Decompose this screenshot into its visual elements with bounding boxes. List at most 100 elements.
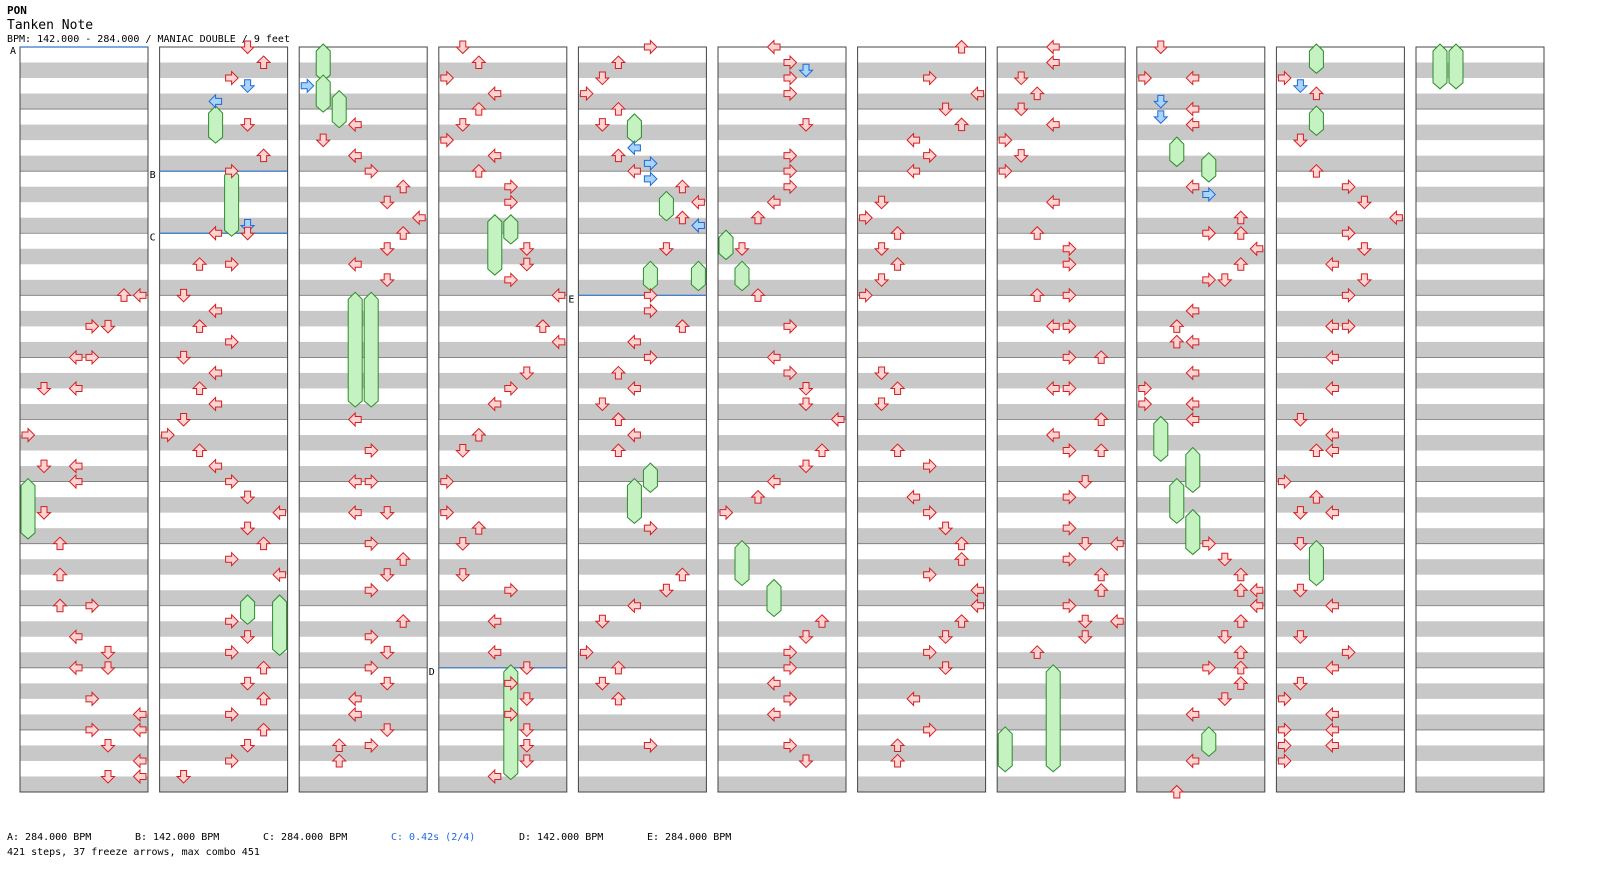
step-arrow-left-icon: [579, 85, 594, 102]
step-arrow-right-icon: [906, 691, 921, 707]
beat-stripe: [438, 497, 567, 513]
step-arrow-down-icon: [1217, 630, 1233, 644]
beat-stripe: [578, 497, 707, 513]
step-arrow-right-icon: [347, 691, 362, 707]
freeze-arrow: [1201, 151, 1217, 183]
step-arrow-right-icon: [830, 411, 845, 428]
step-arrow-right-icon: [347, 473, 362, 490]
beat-stripe: [857, 93, 986, 110]
step-arrow-left-icon: [85, 722, 100, 738]
step-arrow-up-icon: [255, 722, 272, 737]
beat-stripe: [718, 124, 846, 141]
step-arrow-up-icon: [889, 738, 906, 752]
freeze-arrow: [347, 291, 363, 408]
beat-stripe: [299, 466, 428, 482]
step-arrow-right-icon: [1185, 411, 1200, 428]
step-arrow-up-icon: [1233, 226, 1249, 240]
beat-stripe: [1416, 62, 1544, 79]
step-arrow-down-icon: [379, 273, 395, 288]
step-arrow-right-icon: [1249, 598, 1264, 614]
beat-stripe: [718, 93, 846, 110]
step-arrow-up-icon: [1169, 319, 1185, 333]
freeze-arrow: [363, 291, 379, 408]
step-arrow-left-icon: [440, 473, 455, 490]
beat-stripe: [857, 310, 986, 327]
beat-stripe: [1136, 590, 1265, 606]
step-arrow-down-icon: [1292, 630, 1309, 644]
step-arrow-up-icon: [610, 365, 627, 380]
step-arrow-up-icon: [331, 738, 347, 752]
step-arrow-left-icon: [504, 582, 519, 598]
beat-stripe: [997, 155, 1126, 172]
step-arrow-left-icon: [998, 163, 1013, 179]
step-arrow-right-icon: [1325, 427, 1339, 443]
beat-stripe: [1136, 341, 1265, 358]
freeze-arrow: [997, 726, 1013, 773]
step-arrow-down-icon: [239, 738, 256, 753]
step-arrow-right-icon: [132, 753, 147, 769]
step-arrow-left-icon: [643, 171, 658, 187]
beat-stripe: [438, 217, 567, 234]
beat-stripe: [578, 435, 707, 451]
step-arrow-right-icon: [691, 217, 705, 234]
beat-stripe: [578, 714, 707, 730]
beat-stripe: [578, 155, 707, 172]
beat-stripe: [997, 466, 1126, 482]
freeze-arrow: [224, 167, 240, 237]
step-arrow-up-icon: [674, 179, 691, 194]
beat-stripe: [1276, 528, 1405, 544]
beat-stripe: [857, 279, 986, 296]
beat-stripe: [438, 466, 567, 482]
beat-stripe: [438, 155, 567, 172]
beat-stripe: [1136, 683, 1265, 699]
beat-stripe: [718, 217, 846, 234]
step-arrow-down-icon: [379, 242, 395, 256]
beat-stripe: [857, 528, 986, 544]
step-arrow-left-icon: [1202, 660, 1217, 676]
beat-stripe: [20, 155, 148, 172]
step-arrow-right-icon: [68, 349, 83, 366]
column-frame: [996, 46, 1126, 793]
beat-stripe: [857, 497, 986, 513]
step-arrow-down-icon: [798, 630, 814, 644]
beat-stripe: [1136, 435, 1265, 451]
step-arrow-left-icon: [783, 318, 798, 335]
beat-stripe: [578, 62, 707, 79]
step-arrow-down-icon: [873, 273, 890, 288]
step-arrow-down-icon: [1292, 506, 1309, 520]
beat-stripe: [20, 62, 148, 79]
beat-stripe: [438, 310, 567, 327]
beat-stripe: [578, 93, 707, 110]
beat-stripe: [20, 248, 148, 265]
beat-stripe: [997, 279, 1126, 296]
beat-stripe: [1136, 124, 1265, 141]
beat-stripe: [857, 62, 986, 79]
beat-stripe: [438, 93, 567, 110]
beat-stripe: [997, 93, 1126, 110]
step-arrow-down-icon: [1356, 273, 1373, 288]
beat-stripe: [20, 590, 148, 606]
beat-stripe: [1416, 621, 1544, 637]
section-marker-label: B: [150, 170, 156, 181]
freeze-arrow: [1169, 477, 1185, 525]
step-arrow-up-icon: [1233, 567, 1249, 582]
step-arrow-up-icon: [52, 567, 68, 582]
beat-stripe: [438, 559, 567, 575]
step-arrow-right-icon: [1185, 116, 1200, 133]
step-arrow-left-icon: [859, 287, 873, 304]
step-arrow-left-icon: [364, 582, 379, 598]
step-arrow-down-icon: [594, 397, 611, 412]
beat-stripe: [299, 683, 428, 699]
beat-stripe: [997, 590, 1126, 606]
step-arrow-right-icon: [347, 256, 362, 272]
step-arrow-left-icon: [1062, 241, 1077, 257]
beat-stripe: [299, 559, 428, 575]
step-arrow-up-icon: [395, 179, 411, 194]
column-frame: [1275, 46, 1405, 793]
beat-stripe: [299, 435, 428, 451]
beat-stripe: [1136, 62, 1265, 79]
step-arrow-down-icon: [36, 459, 52, 474]
step-arrow-right-icon: [970, 85, 985, 102]
beat-stripe: [1276, 590, 1405, 606]
beat-stripe: [159, 93, 288, 110]
